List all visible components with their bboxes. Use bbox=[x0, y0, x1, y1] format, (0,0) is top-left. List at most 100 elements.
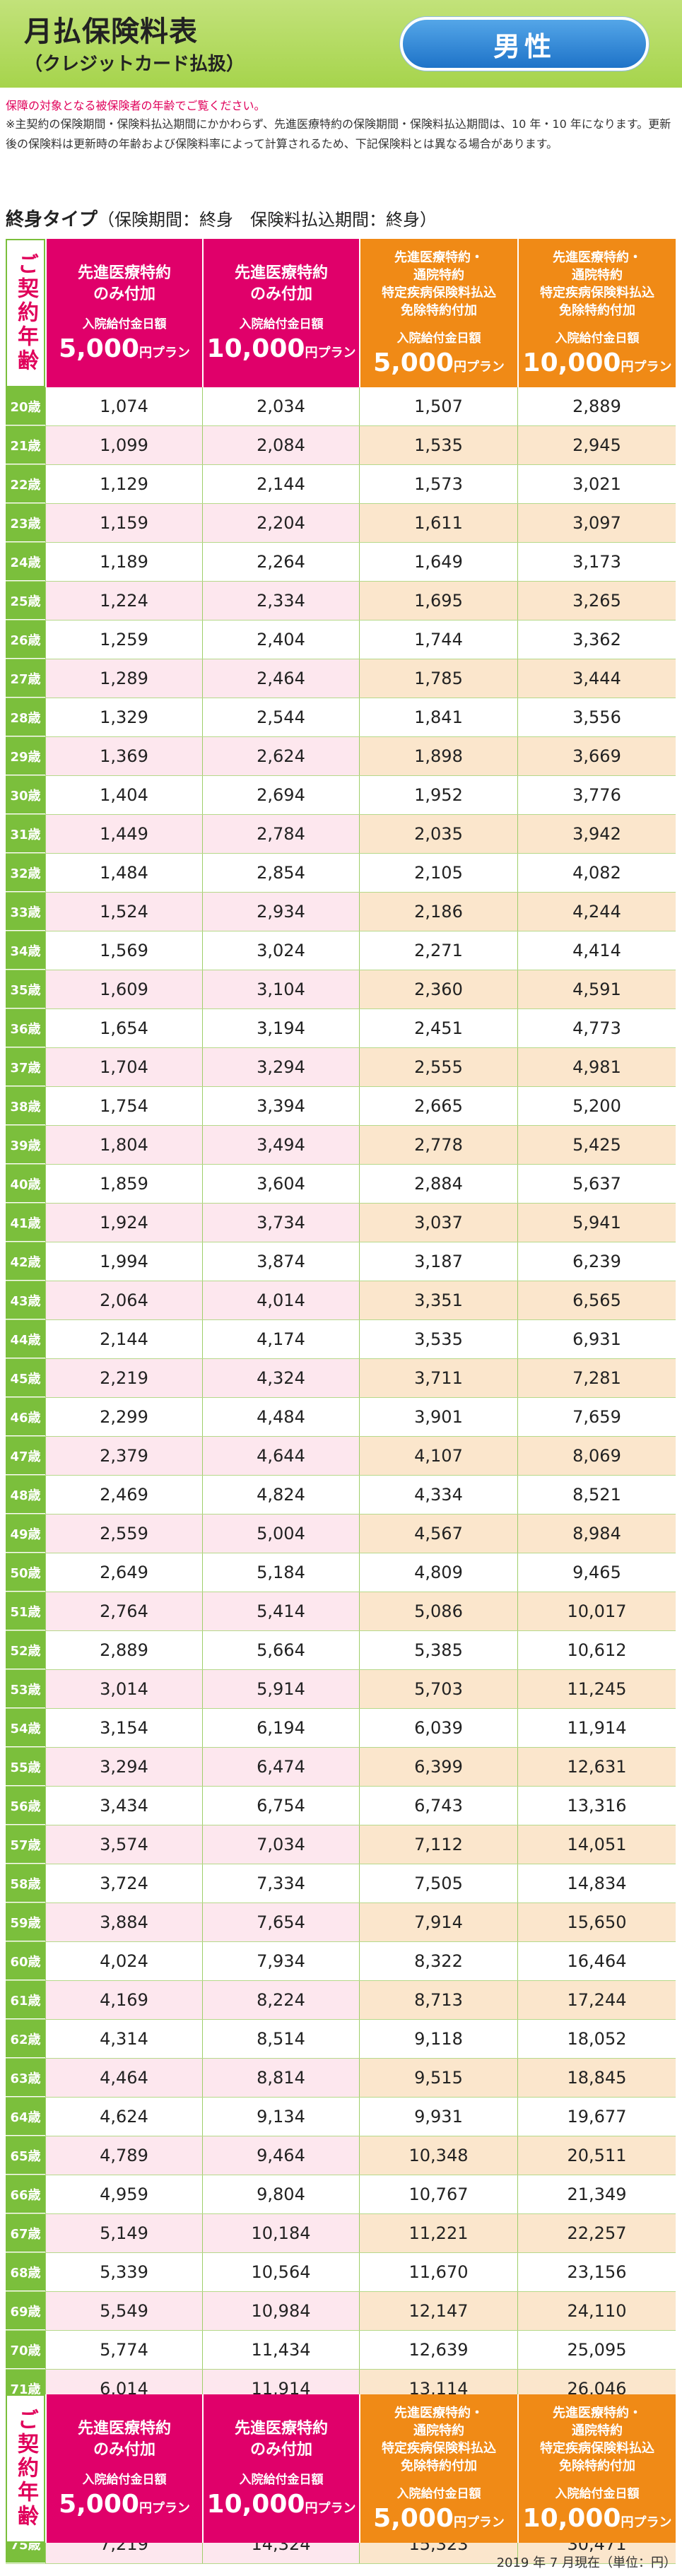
premium-cell: 3,724 bbox=[45, 1864, 202, 1902]
premium-cell: 2,299 bbox=[45, 1398, 202, 1436]
plan-amount-unit: 円プラン bbox=[305, 346, 356, 360]
premium-cell: 8,069 bbox=[517, 1437, 676, 1475]
table-row: 44歳 2,144 4,174 3,535 6,931 bbox=[6, 1320, 676, 1359]
table-row: 53歳 3,014 5,914 5,703 11,245 bbox=[6, 1670, 676, 1709]
table-row: 60歳 4,024 7,934 8,322 16,464 bbox=[6, 1942, 676, 1981]
table-row: 70歳 5,774 11,434 12,639 25,095 bbox=[6, 2331, 676, 2370]
premium-cell: 1,704 bbox=[45, 1048, 202, 1086]
table-row: 58歳 3,724 7,334 7,505 14,834 bbox=[6, 1864, 676, 1903]
premium-cell: 6,239 bbox=[517, 1242, 676, 1281]
premium-cell: 1,952 bbox=[359, 776, 517, 814]
plan-header-1: 先進医療特約 のみ付加 入院給付金日額 5,000円プラン bbox=[45, 239, 202, 387]
premium-cell: 4,773 bbox=[517, 1009, 676, 1047]
table-row: 28歳 1,329 2,544 1,841 3,556 bbox=[6, 698, 676, 737]
plan-header-3: 先進医療特約・ 通院特約 特定疾病保険料払込 免除特約付加 入院給付金日額 5,000円プ… bbox=[359, 2394, 517, 2543]
premium-cell: 4,981 bbox=[517, 1048, 676, 1086]
plan-header-line3: 特定疾病保険料払込 bbox=[382, 286, 496, 300]
table-row: 55歳 3,294 6,474 6,399 12,631 bbox=[6, 1748, 676, 1787]
age-cell: 51歳 bbox=[6, 1592, 45, 1630]
age-cell: 57歳 bbox=[6, 1825, 45, 1864]
premium-cell: 2,084 bbox=[202, 426, 359, 464]
age-cell: 20歳 bbox=[6, 387, 45, 425]
premium-cell: 15,650 bbox=[517, 1903, 676, 1941]
section-type: 終身タイプ bbox=[6, 209, 98, 230]
premium-cell: 4,314 bbox=[45, 2020, 202, 2058]
age-cell: 50歳 bbox=[6, 1553, 45, 1592]
premium-cell: 4,484 bbox=[202, 1398, 359, 1436]
premium-cell: 2,404 bbox=[202, 621, 359, 659]
premium-cell: 4,959 bbox=[45, 2175, 202, 2213]
premium-cell: 10,984 bbox=[202, 2292, 359, 2330]
premium-cell: 11,670 bbox=[359, 2253, 517, 2291]
section-title: 終身タイプ（保険期間：終身 保険料払込期間：終身） bbox=[6, 205, 437, 231]
premium-cell: 4,014 bbox=[202, 1281, 359, 1319]
plan-benefit-label: 入院給付金日額 bbox=[82, 317, 167, 331]
plan-amount: 10,000円プラン bbox=[523, 2504, 672, 2533]
age-cell: 68歳 bbox=[6, 2253, 45, 2291]
table-row: 48歳 2,469 4,824 4,334 8,521 bbox=[6, 1476, 676, 1515]
premium-cell: 9,464 bbox=[202, 2136, 359, 2175]
age-cell: 66歳 bbox=[6, 2175, 45, 2213]
premium-cell: 3,187 bbox=[359, 1242, 517, 1281]
premium-cell: 6,399 bbox=[359, 1748, 517, 1786]
plan-amount: 10,000円プラン bbox=[523, 348, 672, 377]
plan-header-line3: 特定疾病保険料払込 bbox=[540, 2441, 654, 2456]
premium-cell: 1,074 bbox=[45, 387, 202, 425]
plan-amount-unit: 円プラン bbox=[621, 360, 672, 375]
age-cell: 36歳 bbox=[6, 1009, 45, 1047]
premium-cell: 9,515 bbox=[359, 2059, 517, 2097]
premium-cell: 1,754 bbox=[45, 1087, 202, 1125]
table-row: 22歳 1,129 2,144 1,573 3,021 bbox=[6, 465, 676, 504]
premium-cell: 2,555 bbox=[359, 1048, 517, 1086]
premium-cell: 3,556 bbox=[517, 698, 676, 736]
age-column-header: ご契約年齢 bbox=[6, 2394, 45, 2543]
premium-cell: 10,564 bbox=[202, 2253, 359, 2291]
premium-cell: 10,017 bbox=[517, 1592, 676, 1630]
premium-cell: 2,889 bbox=[45, 1631, 202, 1669]
premium-cell: 4,334 bbox=[359, 1476, 517, 1514]
premium-cell: 17,244 bbox=[517, 1981, 676, 2019]
table-row: 59歳 3,884 7,654 7,914 15,650 bbox=[6, 1903, 676, 1942]
age-cell: 23歳 bbox=[6, 504, 45, 542]
premium-cell: 1,129 bbox=[45, 465, 202, 503]
plan-amount: 5,000円プラン bbox=[59, 2490, 190, 2519]
plan-header-line1: 先進医療特約・ bbox=[553, 2406, 642, 2421]
premium-cell: 5,184 bbox=[202, 1553, 359, 1592]
premium-cell: 2,544 bbox=[202, 698, 359, 736]
premium-cell: 3,444 bbox=[517, 659, 676, 698]
plan-amount-unit: 円プラン bbox=[139, 2501, 190, 2516]
age-cell: 49歳 bbox=[6, 1515, 45, 1553]
premium-cell: 12,147 bbox=[359, 2292, 517, 2330]
plan-benefit-label: 入院給付金日額 bbox=[239, 317, 324, 331]
age-cell: 64歳 bbox=[6, 2098, 45, 2136]
premium-cell: 5,664 bbox=[202, 1631, 359, 1669]
premium-cell: 4,824 bbox=[202, 1476, 359, 1514]
premium-cell: 2,064 bbox=[45, 1281, 202, 1319]
premium-cell: 4,169 bbox=[45, 1981, 202, 2019]
premium-cell: 2,334 bbox=[202, 582, 359, 620]
plan-benefit-label: 入院給付金日額 bbox=[555, 2487, 640, 2501]
premium-cell: 8,713 bbox=[359, 1981, 517, 2019]
premium-cell: 2,271 bbox=[359, 931, 517, 970]
plan-header-line2: のみ付加 bbox=[249, 2441, 312, 2459]
premium-cell: 16,464 bbox=[517, 1942, 676, 1980]
plan-amount-value: 10,000 bbox=[206, 334, 305, 363]
plan-header-line4: 免除特約付加 bbox=[401, 2459, 477, 2474]
plan-amount-value: 5,000 bbox=[59, 2490, 139, 2519]
premium-cell: 11,221 bbox=[359, 2214, 517, 2252]
age-cell: 39歳 bbox=[6, 1126, 45, 1164]
table-row: 68歳 5,339 10,564 11,670 23,156 bbox=[6, 2253, 676, 2292]
premium-cell: 7,281 bbox=[517, 1359, 676, 1397]
table-row: 38歳 1,754 3,394 2,665 5,200 bbox=[6, 1087, 676, 1126]
age-cell: 25歳 bbox=[6, 582, 45, 620]
age-cell: 34歳 bbox=[6, 931, 45, 970]
premium-cell: 2,105 bbox=[359, 854, 517, 892]
premium-cell: 4,174 bbox=[202, 1320, 359, 1358]
premium-cell: 9,134 bbox=[202, 2098, 359, 2136]
premium-cell: 2,469 bbox=[45, 1476, 202, 1514]
premium-cell: 5,004 bbox=[202, 1515, 359, 1553]
premium-cell: 9,118 bbox=[359, 2020, 517, 2058]
table-row: 20歳 1,074 2,034 1,507 2,889 bbox=[6, 387, 676, 426]
premium-cell: 3,574 bbox=[45, 1825, 202, 1864]
age-cell: 43歳 bbox=[6, 1281, 45, 1319]
